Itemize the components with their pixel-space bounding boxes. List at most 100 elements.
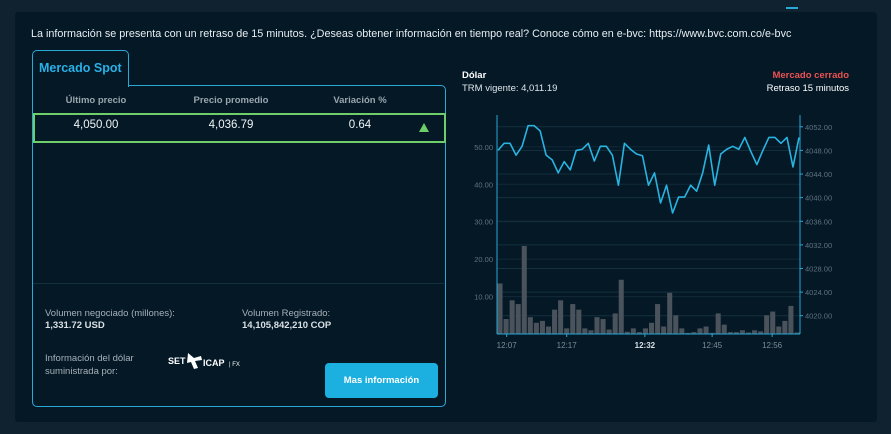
volume-bar	[788, 305, 794, 334]
volume-bar	[552, 309, 558, 334]
price-line	[497, 124, 800, 214]
x-tick-label: 12:56	[762, 341, 783, 350]
right-tick-label: 4052.00	[805, 123, 832, 132]
left-tick-label: 40.00	[474, 180, 493, 189]
right-tick-label: 4048.00	[805, 146, 832, 155]
volume-bar	[758, 331, 764, 334]
last-price-value: 4,050.00	[73, 119, 119, 131]
provider-label-line1: Información del dólar	[45, 353, 134, 364]
volume-bar	[685, 332, 691, 334]
volume-bar	[594, 317, 600, 334]
provider-label-line2: suministrada por:	[45, 366, 118, 377]
volume-bar	[612, 313, 618, 334]
volume-bar	[497, 283, 503, 334]
svg-text:SET: SET	[168, 356, 186, 366]
trm-value: TRM vigente: 4,011.19	[462, 83, 558, 94]
volume-bar	[509, 300, 515, 334]
svg-text:| FX: | FX	[229, 362, 240, 368]
x-tick-label: 12:45	[702, 341, 723, 350]
volume-bar	[618, 279, 624, 334]
volume-bar	[582, 328, 588, 334]
tab-mercado-spot[interactable]: Mercado Spot	[32, 50, 129, 87]
volume-bar	[539, 320, 545, 334]
volume-bar	[697, 328, 703, 334]
right-tick-label: 4040.00	[805, 194, 832, 203]
x-tick-label: 12:07	[497, 341, 518, 350]
volume-bar	[600, 319, 606, 334]
delay-notice: La información se presenta con un retras…	[31, 28, 792, 40]
volume-bar	[709, 332, 715, 334]
right-tick-label: 4024.00	[805, 288, 832, 297]
volume-bar	[794, 332, 800, 334]
tab-label: Mercado Spot	[39, 61, 122, 75]
volume-bar	[721, 324, 727, 334]
chart-title: Dólar	[462, 70, 487, 81]
volume-bar	[703, 326, 709, 334]
volume-bar	[564, 328, 570, 334]
table-row[interactable]	[33, 113, 446, 143]
volume-bar	[733, 332, 739, 334]
volume-bar	[636, 332, 642, 334]
triangle-up-icon	[419, 123, 429, 132]
volume-bar	[642, 328, 648, 334]
volume-bar	[527, 317, 533, 334]
spot-market-card	[32, 85, 446, 407]
volume-bar	[764, 315, 770, 334]
right-tick-label: 4028.00	[805, 264, 832, 273]
volume-bar	[727, 332, 733, 334]
volume-registered-value: 14,105,842,210 COP	[242, 320, 332, 331]
market-status: Mercado cerrado	[772, 70, 849, 81]
volume-bar	[515, 304, 521, 334]
volume-bar	[606, 329, 612, 334]
volume-bar	[667, 292, 673, 334]
volume-bar	[521, 246, 527, 334]
volume-bar	[588, 330, 594, 334]
scroll-indicator[interactable]	[786, 7, 798, 9]
volume-bar	[558, 300, 564, 334]
volume-negotiated-value: 1,331.72 USD	[45, 320, 105, 331]
volume-bar	[776, 326, 782, 334]
volume-registered-label: Volumen Registrado:	[242, 308, 331, 319]
volume-bar	[782, 320, 788, 334]
left-tick-label: 10.00	[474, 293, 493, 302]
right-tick-label: 4044.00	[805, 170, 832, 179]
left-tick-label: 20.00	[474, 255, 493, 264]
volume-bar	[533, 322, 539, 334]
volume-bar	[679, 328, 685, 334]
volume-bar	[624, 331, 630, 334]
header-last-price: Último precio	[65, 95, 127, 106]
volume-bar	[661, 326, 667, 334]
avg-price-value: 4,036.79	[208, 119, 254, 131]
volume-bar	[655, 304, 661, 334]
x-tick-label: 12:32	[635, 341, 656, 350]
volume-bar	[752, 330, 758, 334]
volume-bar	[649, 322, 655, 334]
market-panel	[15, 12, 877, 422]
delay-label: Retraso 15 minutos	[766, 83, 849, 94]
x-ticks: 12:07 12:17 12:32 12:45 12:56	[497, 341, 783, 350]
more-info-button[interactable]: Mas información	[325, 363, 438, 398]
price-volume-chart: 10.00 20.00 30.00 40.00 50.00 4020.00 4024.00 4…	[474, 115, 832, 350]
right-tick-label: 4032.00	[805, 241, 832, 250]
variation-value: 0.64	[348, 119, 372, 131]
divider	[33, 283, 444, 284]
right-tick-label: 4036.00	[805, 217, 832, 226]
left-tick-label: 50.00	[474, 143, 493, 152]
volume-bar	[691, 332, 697, 334]
volume-bar	[630, 328, 636, 334]
set-icap-logo: SET ICAP | FX	[168, 353, 240, 369]
volume-bar	[570, 304, 576, 334]
volume-negotiated-label: Volumen negociado (millones):	[45, 308, 175, 319]
x-tick-label: 12:17	[557, 341, 578, 350]
header-variation: Variación %	[333, 95, 387, 106]
volume-bar	[739, 330, 745, 334]
volume-bar	[715, 313, 721, 334]
volume-bar	[770, 311, 776, 334]
volume-bar	[503, 319, 509, 334]
header-avg-price: Precio promedio	[193, 95, 269, 106]
volume-bar	[745, 332, 752, 334]
volume-bar	[576, 309, 582, 334]
volume-bar	[545, 326, 552, 334]
right-tick-label: 4020.00	[805, 312, 832, 321]
volume-bar	[673, 315, 679, 334]
